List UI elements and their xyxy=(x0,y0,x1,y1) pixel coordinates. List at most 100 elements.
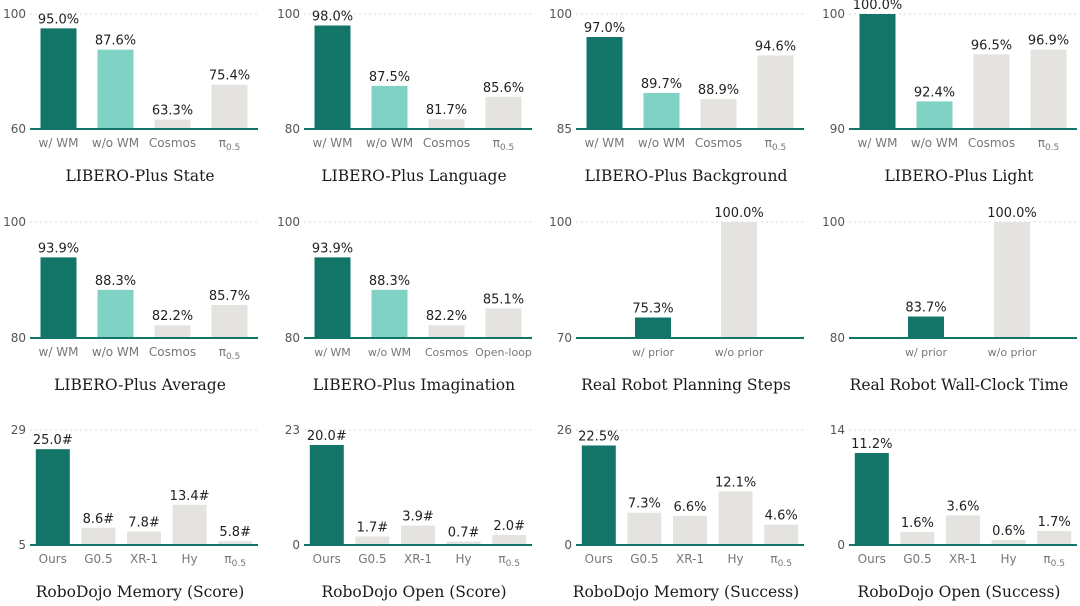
category-label: Ours xyxy=(858,552,886,566)
data-label: 25.0# xyxy=(33,433,73,448)
category-label: w/ WM xyxy=(39,136,79,150)
bar-g0-5 xyxy=(355,536,390,545)
data-label: 81.7% xyxy=(426,103,467,118)
data-label: 82.2% xyxy=(152,309,193,324)
data-label: 87.6% xyxy=(95,34,136,49)
data-label: 6.6% xyxy=(673,500,706,515)
bar-w-o-wm xyxy=(97,49,134,129)
category-label: G0.5 xyxy=(903,552,931,566)
data-label: 7.8# xyxy=(128,516,160,531)
bar-pi0-5 xyxy=(485,96,522,129)
chart-robodojo-open-score: 23 0 20.0# Ours 1.7# G0.5 3.9# XR-1 0.7# Hy 2.0# π0… xyxy=(285,423,532,601)
bar-w-o-prior xyxy=(994,222,1030,338)
bar-cosmos xyxy=(154,325,191,338)
data-label: 1.7% xyxy=(1038,515,1071,530)
y-tick-label: 29 xyxy=(11,423,26,437)
chart-robodojo-open-success: 14 0 11.2% Ours 1.6% G0.5 3.6% XR-1 0.6% Hy 1.7% π0… xyxy=(830,423,1077,601)
bar-cosmos xyxy=(700,99,737,129)
bar-pi0-5 xyxy=(211,304,248,338)
chart-real-robot-wall-clock-time: 100 80 83.7% w/ prior 100.0% w/o prior Real Ro… xyxy=(822,206,1077,394)
bar-ours xyxy=(35,449,70,545)
data-label: 93.9% xyxy=(38,241,79,256)
data-label: 82.2% xyxy=(426,309,467,324)
bar-w-o-prior xyxy=(721,222,757,338)
bar-cosmos xyxy=(154,119,191,129)
bar-w-prior xyxy=(908,316,944,338)
y-tick-label: 60 xyxy=(11,122,26,136)
data-label: 98.0% xyxy=(312,10,353,25)
bar-xr-1 xyxy=(946,515,980,545)
bar-xr-1 xyxy=(401,525,435,545)
chart-title: Real Robot Planning Steps xyxy=(581,376,791,394)
category-label: Cosmos xyxy=(149,136,196,150)
bar-ours xyxy=(309,445,344,545)
y-tick-label: 26 xyxy=(557,423,572,437)
y-tick-label: 0 xyxy=(292,538,300,552)
y-tick-label: 90 xyxy=(830,122,845,136)
data-label: 96.5% xyxy=(971,38,1012,53)
category-label: Hy xyxy=(1001,552,1017,566)
bar-w-wm xyxy=(586,37,623,129)
chart-title: LIBERO-Plus State xyxy=(65,167,214,185)
y-tick-label: 5 xyxy=(18,538,26,552)
y-tick-label: 100 xyxy=(277,215,300,229)
category-label: XR-1 xyxy=(949,552,977,566)
category-label: w/ WM xyxy=(585,136,625,150)
bar-pi0-5 xyxy=(1030,49,1067,129)
data-label: 94.6% xyxy=(755,39,796,54)
data-label: 88.9% xyxy=(698,83,739,98)
data-label: 22.5% xyxy=(578,429,619,444)
y-tick-label: 70 xyxy=(557,331,572,345)
chart-libero-plus-light: 100 90 100.0% w/ WM 92.4% w/o WM 96.5% Cosmos 96… xyxy=(822,0,1077,185)
y-tick-label: 100 xyxy=(3,215,26,229)
category-label: w/o prior xyxy=(988,346,1037,359)
data-label: 3.6% xyxy=(946,499,979,514)
category-label: w/ WM xyxy=(39,345,79,359)
data-label: 92.4% xyxy=(914,85,955,100)
data-label: 2.0# xyxy=(493,519,525,534)
chart-libero-plus-language: 100 80 98.0% w/ WM 87.5% w/o WM 81.7% Cosmos 85.… xyxy=(277,7,532,185)
bar-xr-1 xyxy=(673,515,707,545)
data-label: 1.6% xyxy=(901,516,934,531)
chart-libero-plus-state: 100 60 95.0% w/ WM 87.6% w/o WM 63.3% Cosmos 75.… xyxy=(3,7,258,185)
y-tick-label: 14 xyxy=(830,423,845,437)
category-label: XR-1 xyxy=(130,552,158,566)
category-label: w/ WM xyxy=(313,136,353,150)
category-label: w/o WM xyxy=(368,346,411,359)
bar-xr-1 xyxy=(127,531,161,545)
category-label: G0.5 xyxy=(84,552,112,566)
bar-w-o-wm xyxy=(643,92,680,129)
y-tick-label: 100 xyxy=(822,7,845,21)
bar-hy xyxy=(172,504,207,545)
category-label: w/o WM xyxy=(92,136,139,150)
data-label: 100.0% xyxy=(987,206,1037,221)
category-label: π0.5 xyxy=(224,552,246,569)
category-label: Open-loop xyxy=(475,346,532,359)
y-tick-label: 100 xyxy=(277,7,300,21)
data-label: 85.6% xyxy=(483,81,524,96)
bar-w-wm xyxy=(314,257,351,338)
bar-w-wm xyxy=(859,14,896,129)
category-label: G0.5 xyxy=(358,552,386,566)
bar-cosmos xyxy=(428,119,465,129)
bar-pi0-5 xyxy=(757,55,794,129)
category-label: Cosmos xyxy=(968,136,1015,150)
data-label: 85.1% xyxy=(483,292,524,307)
data-label: 97.0% xyxy=(584,21,625,36)
category-label: w/ prior xyxy=(905,346,947,359)
category-label: π0.5 xyxy=(493,136,515,153)
category-label: Cosmos xyxy=(425,346,469,359)
chart-title: RoboDojo Memory (Score) xyxy=(36,583,245,601)
bar-ours xyxy=(854,453,889,545)
category-label: w/ WM xyxy=(858,136,898,150)
category-label: Ours xyxy=(313,552,341,566)
data-label: 13.4# xyxy=(170,489,210,504)
data-label: 75.3% xyxy=(632,302,673,317)
data-label: 83.7% xyxy=(905,301,946,316)
category-label: Hy xyxy=(728,552,744,566)
category-label: w/ prior xyxy=(632,346,674,359)
category-label: w/o prior xyxy=(715,346,764,359)
category-label: w/o WM xyxy=(911,136,958,150)
category-label: Cosmos xyxy=(423,136,470,150)
bar-w-wm xyxy=(314,25,351,129)
